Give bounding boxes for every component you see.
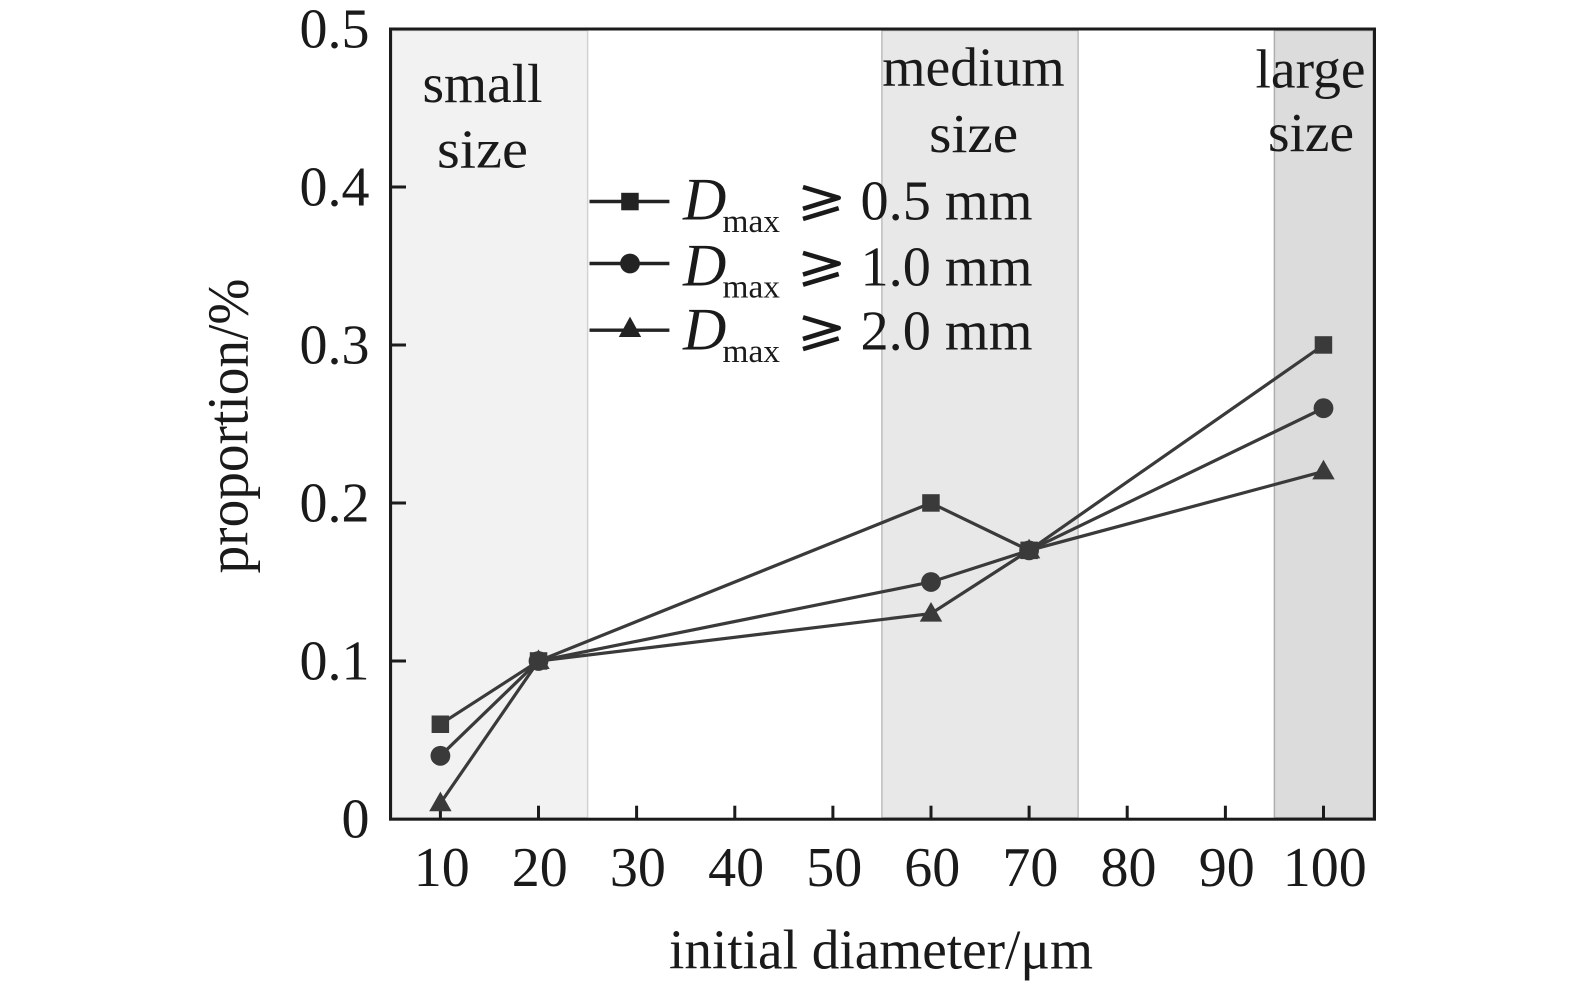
svg-text:large: large bbox=[1256, 39, 1366, 100]
svg-text:50: 50 bbox=[806, 837, 862, 899]
svg-text:0.1: 0.1 bbox=[300, 630, 370, 692]
svg-text:2.0 mm: 2.0 mm bbox=[861, 301, 1033, 363]
svg-text:20: 20 bbox=[512, 837, 568, 899]
svg-text:small: small bbox=[423, 54, 543, 115]
svg-text:size: size bbox=[929, 104, 1018, 165]
svg-text:1.0 mm: 1.0 mm bbox=[861, 236, 1033, 298]
svg-text:0: 0 bbox=[342, 788, 370, 850]
svg-text:0.5: 0.5 bbox=[300, 0, 370, 60]
svg-text:70: 70 bbox=[1002, 837, 1058, 899]
svg-text:size: size bbox=[437, 120, 528, 181]
svg-text:initial diameter/μm: initial diameter/μm bbox=[669, 919, 1093, 981]
svg-text:10: 10 bbox=[414, 837, 470, 899]
svg-text:medium: medium bbox=[882, 38, 1065, 99]
svg-text:max: max bbox=[723, 334, 781, 370]
svg-text:0.3: 0.3 bbox=[300, 314, 370, 376]
svg-text:0.5 mm: 0.5 mm bbox=[861, 171, 1033, 233]
svg-text:0.2: 0.2 bbox=[300, 472, 370, 534]
svg-text:30: 30 bbox=[610, 837, 666, 899]
svg-text:90: 90 bbox=[1199, 837, 1255, 899]
svg-text:40: 40 bbox=[708, 837, 764, 899]
svg-text:80: 80 bbox=[1101, 837, 1157, 899]
svg-text:D: D bbox=[682, 232, 726, 298]
svg-text:100: 100 bbox=[1283, 837, 1367, 899]
svg-text:proportion/%: proportion/% bbox=[196, 279, 261, 574]
svg-text:60: 60 bbox=[904, 837, 960, 899]
svg-text:D: D bbox=[682, 167, 726, 233]
svg-text:size: size bbox=[1268, 103, 1354, 164]
svg-text:D: D bbox=[682, 297, 726, 363]
svg-text:max: max bbox=[723, 204, 781, 240]
svg-text:max: max bbox=[723, 270, 781, 306]
svg-text:0.4: 0.4 bbox=[300, 156, 370, 218]
